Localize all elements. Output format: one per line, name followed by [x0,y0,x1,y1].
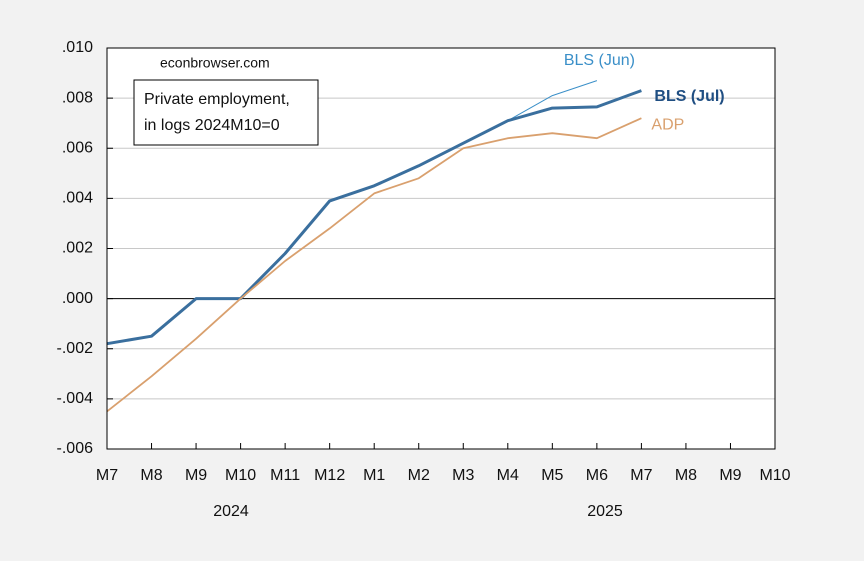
lines [106,80,642,413]
x-tick-label: M10 [225,467,256,484]
x-tick-label: M3 [452,467,474,484]
y-tick-label: .008 [62,89,93,106]
x-tick-label: M10 [759,467,790,484]
x-tick-label: M5 [541,467,563,484]
y-tick-label: .010 [62,39,93,56]
x-tick-label: M9 [719,467,741,484]
x-tick-label: M12 [314,467,345,484]
x-tick-label: M8 [675,467,697,484]
x-tick-label: M7 [96,467,118,484]
series-label: BLS (Jul) [654,88,724,105]
annotation: in logs 2024M10=0 [144,117,280,134]
series-line [106,117,642,413]
x-tick-label: M4 [497,467,519,484]
x-tick-label: M8 [140,467,162,484]
series-line [106,89,642,346]
y-tick-label: -.004 [57,390,94,407]
y-tick-label: .002 [62,240,93,257]
series-label: BLS (Jun) [564,52,635,69]
x-tick-label: M1 [363,467,385,484]
y-tick-label: -.002 [57,340,94,357]
y-tick-label: .000 [62,290,93,307]
y-tick-label: .004 [62,190,93,207]
annotation-box [133,79,319,146]
x-tick-label: M11 [270,467,300,484]
x-tick-label: M7 [630,467,652,484]
x-tick-label: M2 [408,467,430,484]
series-line [507,80,598,122]
y-tick-label: -.006 [57,440,94,457]
y-tick-label: .006 [62,139,93,156]
annotation: Private employment, [144,91,290,108]
x-tick-label: M6 [586,467,608,484]
year-label: 2025 [587,503,623,520]
source: econbrowser.com [160,55,270,71]
series-label: ADP [651,116,684,133]
year-label: 2024 [213,503,249,520]
x-tick-label: M9 [185,467,207,484]
